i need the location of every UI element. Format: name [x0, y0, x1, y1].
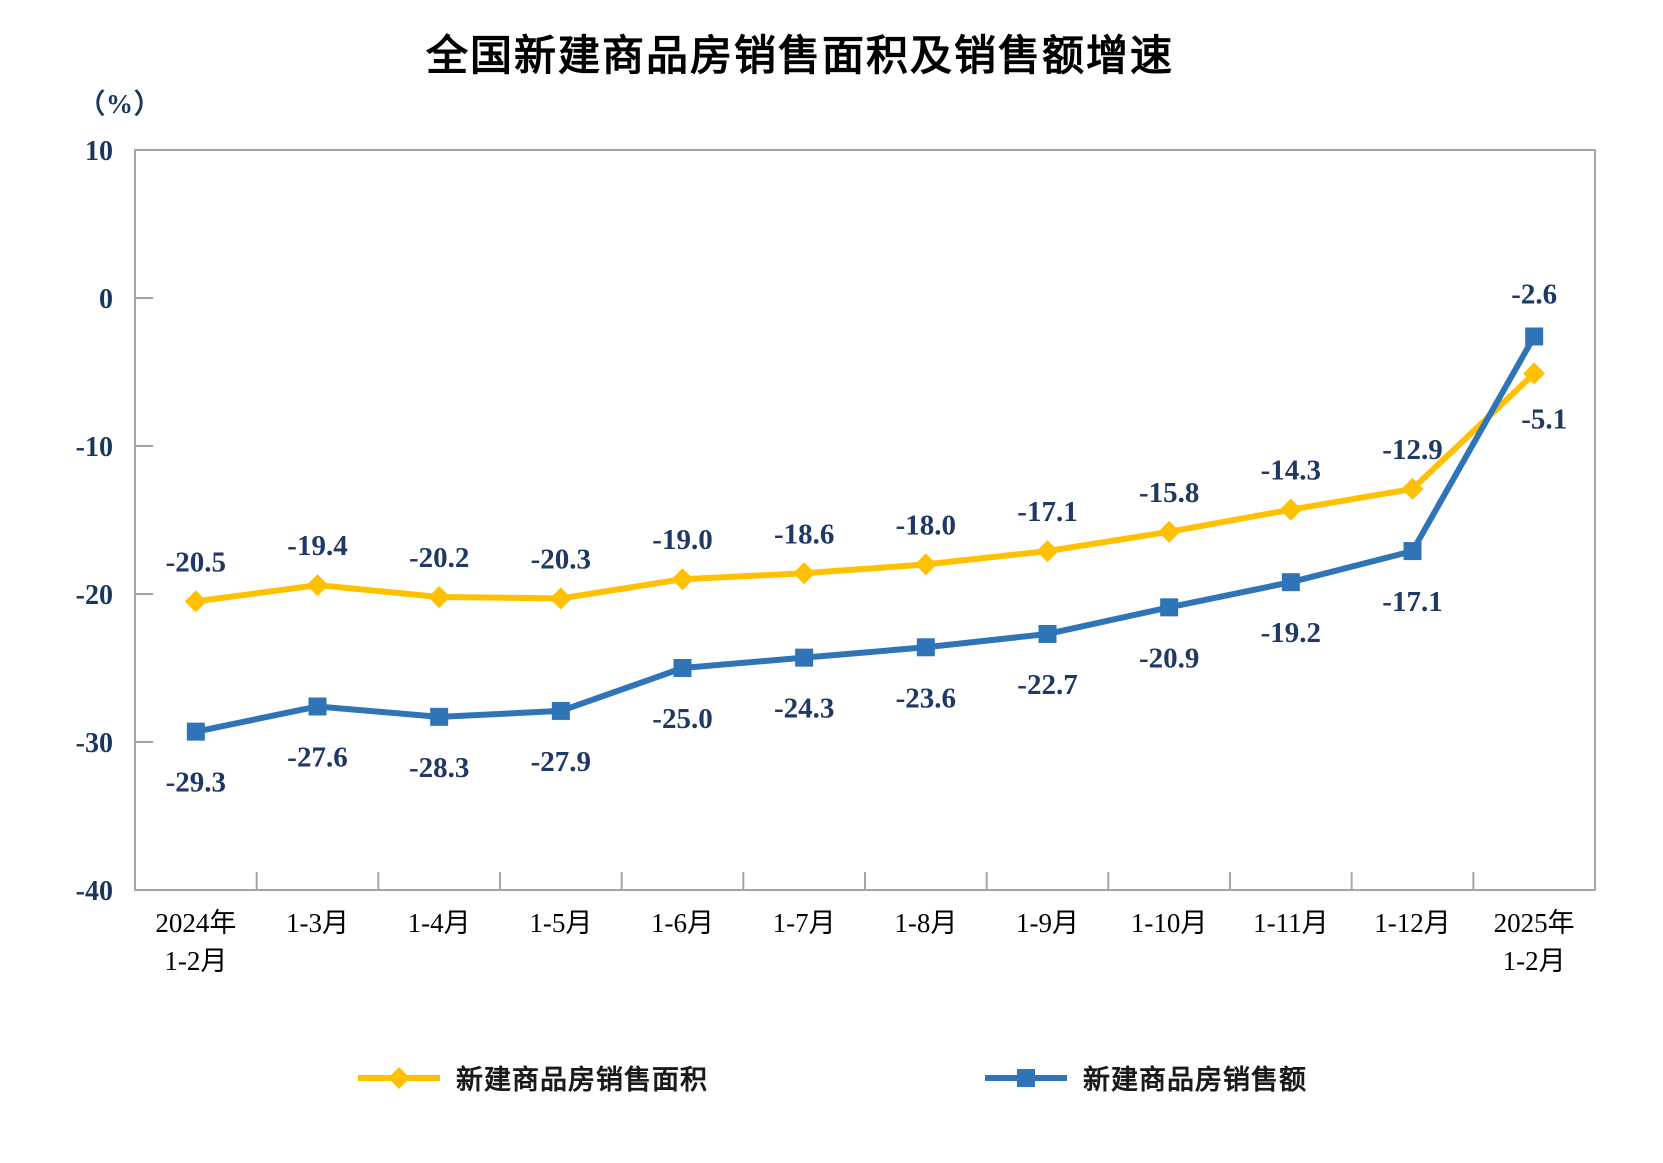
- sales-value-point-marker: [1281, 573, 1300, 592]
- plot-area-border: [134, 149, 1596, 891]
- sales-area-point-marker: [428, 585, 451, 608]
- x-axis-category-label: 1-7月: [773, 908, 836, 938]
- sales-value-data-label: -23.6: [896, 682, 956, 714]
- sales-value-point-marker: [308, 697, 327, 716]
- sales-area-data-label: -14.3: [1261, 455, 1321, 487]
- sales-area-data-label: -12.9: [1382, 434, 1442, 466]
- sales-area-point-marker: [306, 574, 329, 597]
- sales-area-series-legend-marker: [358, 1066, 440, 1089]
- x-axis-category-label: 1-2月: [164, 946, 227, 976]
- sales-area-point-marker: [1523, 362, 1546, 385]
- x-axis-category-label: 1-12月: [1374, 908, 1451, 938]
- sales-value-point-marker: [795, 648, 814, 667]
- sales-area-point-marker: [1158, 520, 1181, 543]
- sales-area-data-label: -15.8: [1139, 477, 1199, 509]
- sales-value-point-marker: [430, 707, 449, 726]
- legend-item-sales-area: 新建商品房销售面积: [356, 1058, 708, 1097]
- sales-area-data-label: -18.0: [896, 509, 956, 541]
- y-axis-tick-label: -20: [76, 580, 113, 611]
- sales-value-point-marker: [1403, 542, 1422, 561]
- x-axis-category-label: 1-6月: [651, 908, 714, 938]
- y-axis-tick-label: 0: [99, 284, 113, 315]
- sales-area-data-label: -5.1: [1521, 403, 1567, 435]
- x-axis-category-label: 2025年: [1494, 908, 1575, 938]
- sales-value-data-label: -22.7: [1017, 669, 1077, 701]
- sales-value-data-label: -28.3: [409, 752, 469, 784]
- sales-area-point-marker: [549, 587, 572, 610]
- sales-value-point-marker: [551, 701, 570, 720]
- y-axis-tick-label: -10: [76, 432, 113, 463]
- sales-area-point-marker: [793, 562, 816, 585]
- chart-legend: 新建商品房销售面积 新建商品房销售额: [0, 1058, 1663, 1097]
- x-axis-category-label: 1-2月: [1503, 946, 1566, 976]
- sales-value-point-marker: [916, 638, 935, 657]
- x-axis-category-label: 1-8月: [894, 908, 957, 938]
- sales-value-data-label: -25.0: [652, 703, 712, 735]
- x-axis-category-label: 1-4月: [408, 908, 471, 938]
- sales-area-line: [195, 371, 1537, 605]
- sales-value-line: [195, 335, 1537, 735]
- sales-value-point-marker: [186, 722, 205, 741]
- sales-area-point-marker: [914, 553, 937, 576]
- x-axis-category-label: 2024年: [155, 908, 236, 938]
- sales-value-point-marker: [1160, 598, 1179, 617]
- sales-value-data-label: -2.6: [1511, 278, 1557, 310]
- chart-title: 全国新建商品房销售面积及销售额增速: [425, 32, 1174, 79]
- sales-value-data-label: -27.6: [287, 741, 347, 773]
- sales-area-data-label: -18.6: [774, 518, 834, 550]
- legend-label-sales-value: 新建商品房销售额: [1083, 1065, 1307, 1095]
- y-axis-unit-label: （%）: [78, 89, 162, 119]
- sales-area-data-label: -17.1: [1017, 496, 1077, 528]
- sales-value-data-label: -24.3: [774, 693, 834, 725]
- sales-value-data-label: -17.1: [1382, 586, 1442, 618]
- sales-area-point-marker: [1401, 477, 1424, 500]
- x-axis-category-label: 1-3月: [286, 908, 349, 938]
- sales-value-data-label: -20.9: [1139, 642, 1199, 674]
- sales-value-data-label: -19.2: [1261, 617, 1321, 649]
- legend-item-sales-value: 新建商品房销售额: [983, 1058, 1307, 1097]
- sales-value-data-label: -29.3: [166, 767, 226, 799]
- x-axis-category-label: 1-10月: [1131, 908, 1208, 938]
- sales-area-point-marker: [184, 590, 207, 613]
- sales-area-point-marker: [1279, 498, 1302, 521]
- sales-value-data-label: -27.9: [531, 746, 591, 778]
- sales-area-data-label: -19.0: [652, 524, 712, 556]
- legend-label-sales-area: 新建商品房销售面积: [456, 1065, 708, 1095]
- sales-value-point-marker: [673, 659, 692, 677]
- x-axis-category-label: 1-9月: [1016, 908, 1079, 938]
- sales-area-data-label: -20.3: [531, 543, 591, 575]
- y-axis-tick-label: -30: [76, 728, 113, 759]
- x-axis-category-label: 1-5月: [529, 908, 592, 938]
- x-axis-category-label: 1-11月: [1253, 908, 1329, 938]
- sales-area-data-label: -19.4: [287, 530, 347, 562]
- sales-area-data-label: -20.2: [409, 542, 469, 574]
- sales-area-point-marker: [671, 568, 694, 591]
- sales-area-point-marker: [1036, 540, 1059, 563]
- sales-value-series-legend-marker: [985, 1068, 1067, 1087]
- sales-area-data-label: -20.5: [166, 546, 226, 578]
- y-axis-tick-label: 10: [85, 136, 113, 167]
- sales-value-point-marker: [1038, 624, 1057, 643]
- sales-value-point-marker: [1525, 327, 1544, 346]
- y-axis-tick-label: -40: [76, 876, 113, 907]
